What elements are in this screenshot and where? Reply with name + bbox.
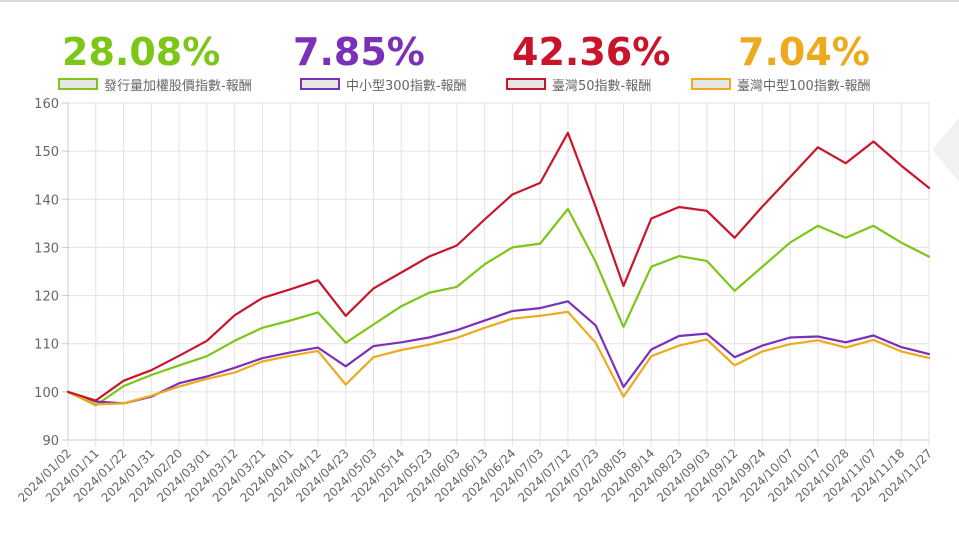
legend-item-taiwan50[interactable]: 臺灣50指數-報酬	[506, 75, 652, 94]
decorative-shape	[932, 118, 959, 182]
legend-swatch	[506, 78, 546, 90]
legend-item-taiex[interactable]: 發行量加權股價指數-報酬	[58, 75, 252, 94]
headline-return-mid100: 7.04%	[738, 30, 870, 74]
y-tick-label: 140	[34, 193, 59, 208]
headline-return-taiex: 28.08%	[62, 30, 221, 74]
legend-swatch	[300, 78, 340, 90]
headline-return-taiwan50: 42.36%	[512, 30, 671, 74]
legend-label: 發行量加權股價指數-報酬	[104, 78, 252, 94]
y-tick-label: 130	[34, 241, 59, 256]
legend-swatch	[58, 78, 98, 90]
y-tick-label: 150	[34, 145, 59, 160]
y-tick-label: 110	[34, 338, 59, 353]
legend-label: 臺灣50指數-報酬	[552, 78, 652, 94]
legend-label: 臺灣中型100指數-報酬	[737, 78, 871, 94]
top-border	[0, 0, 959, 2]
series-line-midsmall300	[66, 300, 931, 405]
y-tick-label: 160	[34, 97, 59, 112]
y-tick-label: 100	[34, 386, 59, 401]
legend-label: 中小型300指數-報酬	[346, 78, 467, 94]
legend-item-midsmall300[interactable]: 中小型300指數-報酬	[300, 75, 467, 94]
y-tick-label: 90	[42, 434, 59, 449]
headline-return-midsmall300: 7.85%	[293, 30, 425, 74]
series-line-taiwan50	[66, 131, 931, 402]
series-line-taiex	[66, 207, 931, 407]
y-tick-label: 120	[34, 290, 59, 305]
legend-swatch	[691, 78, 731, 90]
legend-item-mid100[interactable]: 臺灣中型100指數-報酬	[691, 75, 871, 94]
series-line-mid100	[66, 310, 931, 406]
